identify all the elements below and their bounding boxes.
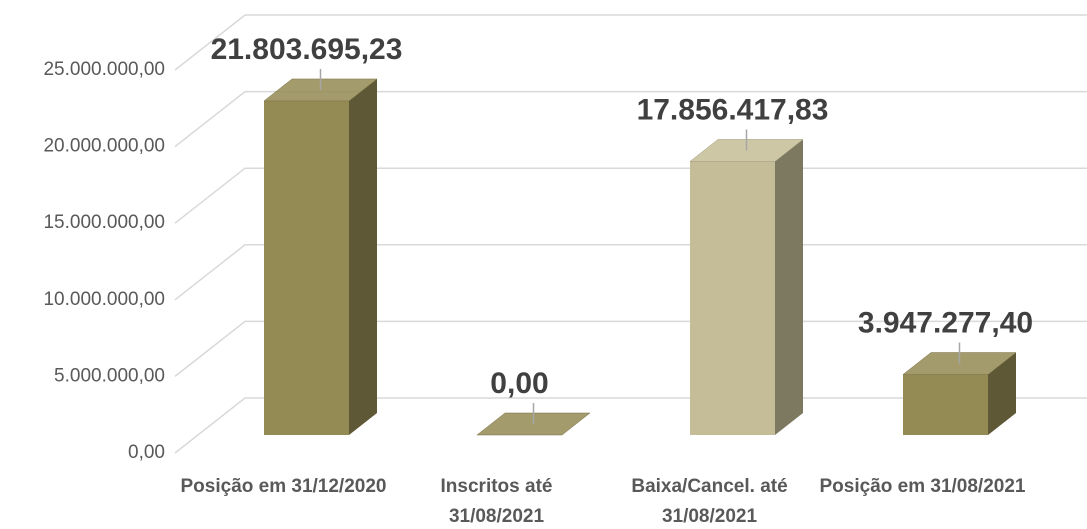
y-tick-label: 25.000.000,00 [43,59,165,80]
bar-front [264,100,349,435]
x-tick-label: Baixa/Cancel. até 31/08/2021 [631,476,788,527]
grid-line [174,167,1087,224]
x-tick-label: Posição em 31/08/2021 [819,476,1026,497]
grid-line [174,397,1087,454]
value-label: 17.856.417,83 [637,93,829,126]
y-tick-label: 10.000.000,00 [43,289,165,310]
grid-line [174,14,1087,71]
grid-line [174,320,1087,377]
y-tick-label: 0,00 [128,442,165,463]
bar-front [903,374,988,435]
y-tick-label: 15.000.000,00 [43,212,165,233]
bar-side [349,78,377,435]
bar-side [988,352,1016,435]
grid-line [174,90,1087,148]
bar-front [690,161,775,435]
grid-line [174,244,1087,301]
bar-side [775,139,803,435]
x-tick-label: Inscritos até 31/08/2021 [440,476,553,527]
value-label: 0,00 [490,367,548,400]
x-tick-label: Posição em 31/12/2020 [180,476,387,497]
value-label: 3.947.277,40 [858,306,1033,339]
y-tick-label: 5.000.000,00 [54,365,165,386]
value-label: 21.803.695,23 [211,33,403,66]
y-tick-label: 20.000.000,00 [43,136,165,157]
